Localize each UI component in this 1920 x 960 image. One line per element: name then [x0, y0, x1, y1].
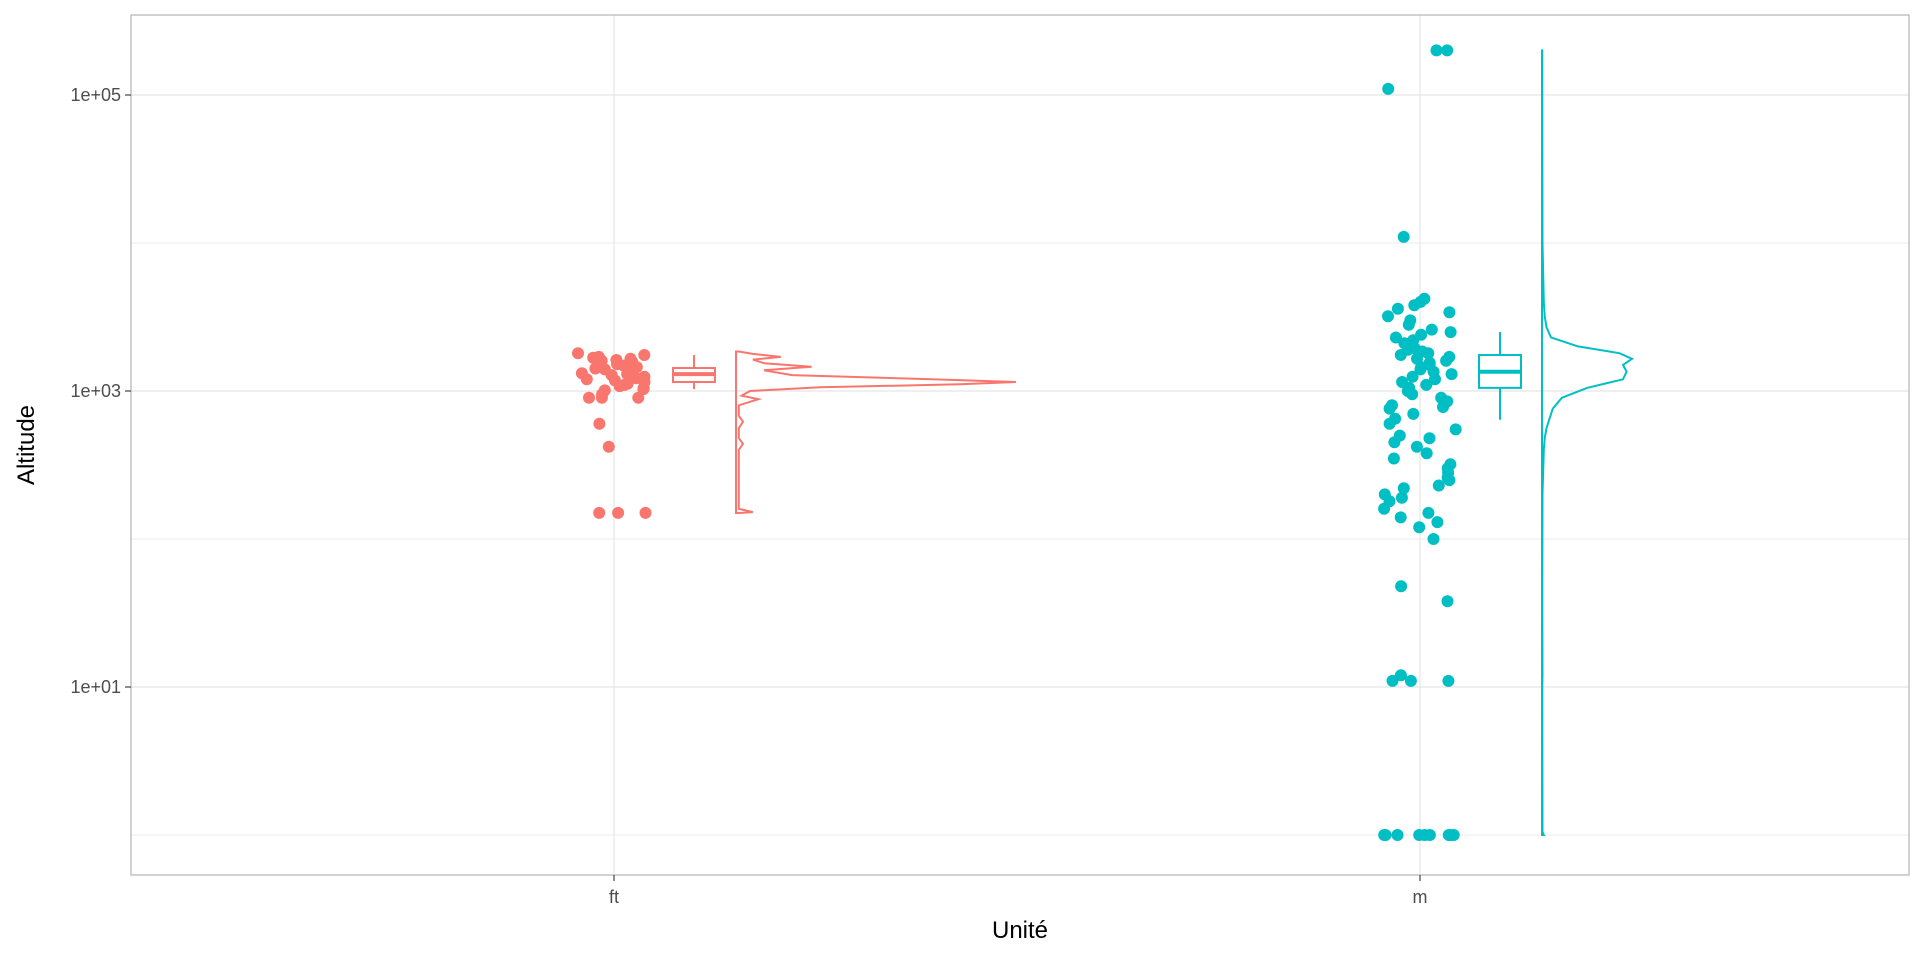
- x-axis-ticks: ft m: [609, 875, 1428, 907]
- data-point-m: [1391, 829, 1404, 841]
- data-point-ft: [621, 368, 634, 381]
- data-point-m: [1382, 82, 1395, 95]
- data-point-ft: [593, 506, 606, 519]
- boxplots: [672, 332, 1522, 420]
- y-tick-label: 1e+05: [70, 85, 121, 105]
- data-point-ft: [613, 380, 626, 393]
- data-point-m: [1414, 363, 1427, 376]
- data-point-m: [1443, 306, 1456, 319]
- data-point-m: [1382, 310, 1394, 323]
- data-point-m: [1422, 506, 1435, 519]
- density-cloud-ft: [735, 350, 1017, 514]
- data-point-ft: [593, 417, 606, 430]
- data-point-m: [1394, 511, 1407, 524]
- data-point-m: [1388, 436, 1401, 449]
- x-axis-title: Unité: [992, 917, 1048, 944]
- y-tick-label: 1e+03: [70, 381, 121, 401]
- data-point-m: [1391, 302, 1404, 315]
- points: [572, 44, 1462, 841]
- data-point-m: [1420, 447, 1433, 460]
- density-cloud-m: [1541, 49, 1635, 836]
- data-point-m: [1395, 491, 1408, 504]
- data-point-ft: [632, 391, 645, 404]
- data-point-m: [1423, 432, 1436, 445]
- data-point-m: [1395, 580, 1408, 593]
- data-point-m: [1437, 401, 1449, 413]
- x-tick-label: m: [1413, 887, 1428, 907]
- y-axis-ticks: 1e+01 1e+03 1e+05: [70, 85, 131, 697]
- data-point-ft: [572, 347, 584, 360]
- data-point-m: [1408, 299, 1421, 312]
- data-point-m: [1404, 674, 1417, 687]
- data-point-m: [1425, 323, 1438, 336]
- data-point-m: [1429, 373, 1441, 386]
- data-point-m: [1383, 402, 1396, 415]
- y-tick-label: 1e+01: [70, 677, 121, 697]
- data-point-m: [1413, 521, 1426, 534]
- data-point-ft: [602, 440, 615, 453]
- data-point-m: [1383, 417, 1396, 430]
- data-point-m: [1430, 44, 1443, 57]
- data-point-m: [1422, 347, 1435, 360]
- data-point-m: [1407, 407, 1420, 420]
- data-point-m: [1444, 326, 1457, 339]
- data-point-m: [1394, 349, 1407, 361]
- data-point-m: [1397, 482, 1410, 495]
- clouds: [735, 49, 1635, 836]
- data-point-m: [1432, 479, 1445, 492]
- data-point-m: [1441, 595, 1454, 608]
- data-point-m: [1406, 388, 1419, 401]
- data-point-m: [1442, 674, 1455, 687]
- data-point-m: [1449, 423, 1462, 436]
- data-point-m: [1431, 516, 1444, 529]
- data-point-m: [1410, 440, 1423, 453]
- data-point-m: [1386, 674, 1399, 687]
- data-point-ft: [589, 362, 602, 375]
- grid: [131, 15, 1909, 875]
- data-point-m: [1440, 354, 1453, 367]
- data-point-ft: [612, 506, 625, 519]
- data-point-m: [1387, 452, 1400, 465]
- data-point-m: [1397, 230, 1410, 243]
- data-point-m: [1445, 368, 1458, 381]
- data-point-m: [1447, 829, 1460, 841]
- data-point-m: [1418, 829, 1431, 841]
- data-point-m: [1441, 44, 1454, 57]
- data-point-m: [1406, 370, 1419, 383]
- data-point-ft: [583, 391, 595, 404]
- data-point-ft: [639, 506, 652, 519]
- data-point-m: [1420, 378, 1433, 391]
- data-point-m: [1443, 474, 1456, 487]
- panel-border: [130, 14, 1910, 876]
- data-point-ft: [595, 391, 608, 404]
- y-axis-title: Altitude: [13, 405, 40, 485]
- data-point-ft: [638, 349, 651, 361]
- data-point-ft: [580, 373, 593, 386]
- x-tick-label: ft: [609, 887, 619, 907]
- data-point-m: [1378, 502, 1391, 515]
- data-point-m: [1427, 533, 1440, 545]
- data-point-m: [1389, 331, 1402, 344]
- data-point-m: [1379, 829, 1392, 841]
- data-point-m: [1402, 318, 1415, 331]
- data-point-ft: [637, 383, 650, 396]
